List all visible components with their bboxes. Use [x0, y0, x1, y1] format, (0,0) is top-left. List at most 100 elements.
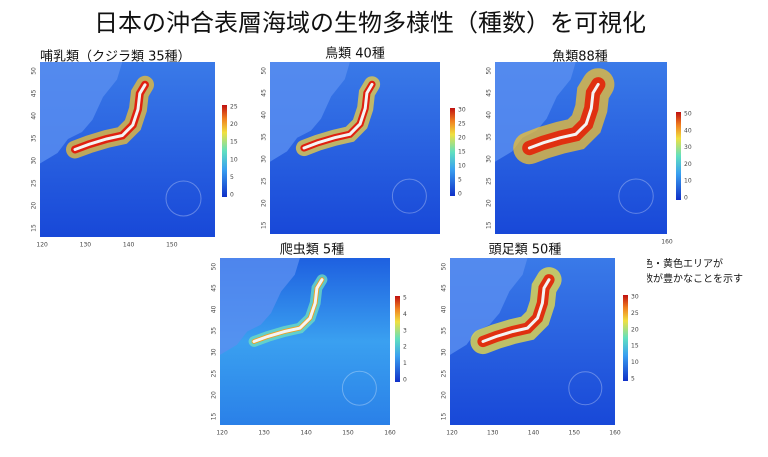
lon-tick-label: 140	[528, 430, 540, 437]
map-land-sea	[220, 258, 300, 355]
panel-label: 頭足類 50種	[489, 242, 562, 258]
lat-tick-label: 35	[486, 133, 493, 141]
colorbar-tick-label: 50	[684, 111, 692, 118]
lat-tick-label: 50	[261, 67, 268, 75]
eez-outline	[618, 178, 654, 214]
eez-outline	[391, 178, 427, 214]
colorbar-tick-label: 5	[458, 177, 462, 184]
lat-tick-label: 20	[31, 202, 38, 210]
colorbar	[676, 112, 681, 200]
colorbar-tick-label: 0	[230, 192, 234, 199]
lat-tick-label: 25	[211, 370, 218, 378]
lat-tick-label: 40	[441, 305, 448, 313]
colorbar-tick-label: 0	[684, 195, 688, 202]
lon-tick-label: 160	[384, 430, 396, 437]
colorbar-tick-label: 10	[684, 178, 692, 185]
colorbar-tick-label: 0	[458, 191, 462, 198]
lat-tick-label: 45	[211, 284, 218, 292]
colorbar	[222, 105, 227, 197]
lat-tick-label: 25	[31, 179, 38, 187]
colorbar-tick-label: 4	[403, 311, 407, 318]
lat-tick-label: 50	[441, 263, 448, 271]
eez-outline	[165, 180, 202, 217]
lat-tick-label: 50	[211, 263, 218, 271]
lat-tick-label: 20	[441, 391, 448, 399]
japan-land	[73, 83, 147, 151]
lat-tick-label: 20	[211, 391, 218, 399]
colorbar-tick-label: 10	[631, 359, 639, 366]
lat-tick-label: 15	[31, 224, 38, 232]
lon-tick-label: 160	[609, 430, 621, 437]
lat-tick-label: 40	[261, 111, 268, 119]
lon-tick-label: 130	[258, 430, 270, 437]
map-land-sea	[450, 258, 528, 355]
panel-label: 爬虫類 5種	[280, 242, 344, 258]
colorbar-tick-label: 15	[631, 343, 639, 350]
note-line: 赤色・黄色エリアが	[633, 257, 723, 270]
lon-tick-label: 120	[216, 430, 228, 437]
colorbar-tick-label: 40	[684, 127, 692, 134]
lat-tick-label: 35	[211, 327, 218, 335]
lon-tick-label: 130	[80, 242, 92, 249]
lon-tick-label: 150	[166, 242, 178, 249]
colorbar-tick-label: 10	[458, 163, 466, 170]
colorbar-tick-label: 25	[230, 104, 238, 111]
colorbar-tick-label: 20	[684, 161, 692, 168]
colorbar	[450, 108, 455, 196]
lon-tick-label: 150	[342, 430, 354, 437]
lat-tick-label: 50	[31, 67, 38, 75]
lon-tick-label: 140	[123, 242, 135, 249]
colorbar	[623, 295, 628, 381]
note-line: 種数が豊かなことを示す	[633, 272, 743, 285]
map-land-sea	[40, 62, 123, 164]
lat-tick-label: 40	[211, 305, 218, 313]
lat-tick-label: 30	[486, 155, 493, 163]
colorbar-tick-label: 10	[230, 156, 238, 163]
lat-tick-label: 15	[486, 221, 493, 229]
colorbar-tick-label: 15	[230, 139, 238, 146]
lon-tick-label: 160	[661, 239, 673, 246]
lat-tick-label: 35	[441, 327, 448, 335]
colorbar-tick-label: 25	[631, 310, 639, 317]
colorbar-tick-label: 25	[458, 121, 466, 128]
lat-tick-label: 50	[486, 67, 493, 75]
colorbar-tick-label: 3	[403, 327, 407, 334]
lat-tick-label: 30	[31, 157, 38, 165]
lon-tick-label: 120	[36, 242, 48, 249]
japan-land	[527, 82, 600, 150]
lat-tick-label: 25	[441, 370, 448, 378]
colorbar-tick-label: 5	[230, 174, 234, 181]
japan-land	[302, 82, 374, 150]
lat-tick-label: 30	[211, 348, 218, 356]
lat-tick-label: 15	[211, 412, 218, 420]
lat-tick-label: 20	[261, 199, 268, 207]
lat-tick-label: 25	[261, 177, 268, 185]
lat-tick-label: 20	[486, 199, 493, 207]
lat-tick-label: 45	[261, 89, 268, 97]
panel-label: 魚類88種	[552, 49, 608, 65]
colorbar-tick-label: 1	[403, 360, 407, 367]
colorbar-tick-label: 15	[458, 149, 466, 156]
lat-tick-label: 45	[31, 89, 38, 97]
lon-tick-label: 130	[487, 430, 499, 437]
lat-tick-label: 15	[261, 221, 268, 229]
lat-tick-label: 35	[31, 134, 38, 142]
japan-land	[252, 278, 324, 343]
colorbar-tick-label: 5	[403, 295, 407, 302]
colorbar-tick-label: 20	[631, 326, 639, 333]
map-land-sea	[270, 62, 350, 162]
lat-tick-label: 40	[31, 112, 38, 120]
lat-tick-label: 25	[486, 177, 493, 185]
lat-tick-label: 45	[441, 284, 448, 292]
colorbar-tick-label: 0	[403, 377, 407, 384]
lat-tick-label: 35	[261, 133, 268, 141]
panel-label: 哺乳類（クジラ類 35種）	[40, 49, 191, 65]
panel-label: 鳥類 40種	[325, 46, 385, 62]
lat-tick-label: 30	[261, 155, 268, 163]
colorbar-tick-label: 30	[458, 107, 466, 114]
lon-tick-label: 120	[446, 430, 458, 437]
lat-tick-label: 15	[441, 412, 448, 420]
lat-tick-label: 30	[441, 348, 448, 356]
eez-outline	[341, 370, 377, 406]
